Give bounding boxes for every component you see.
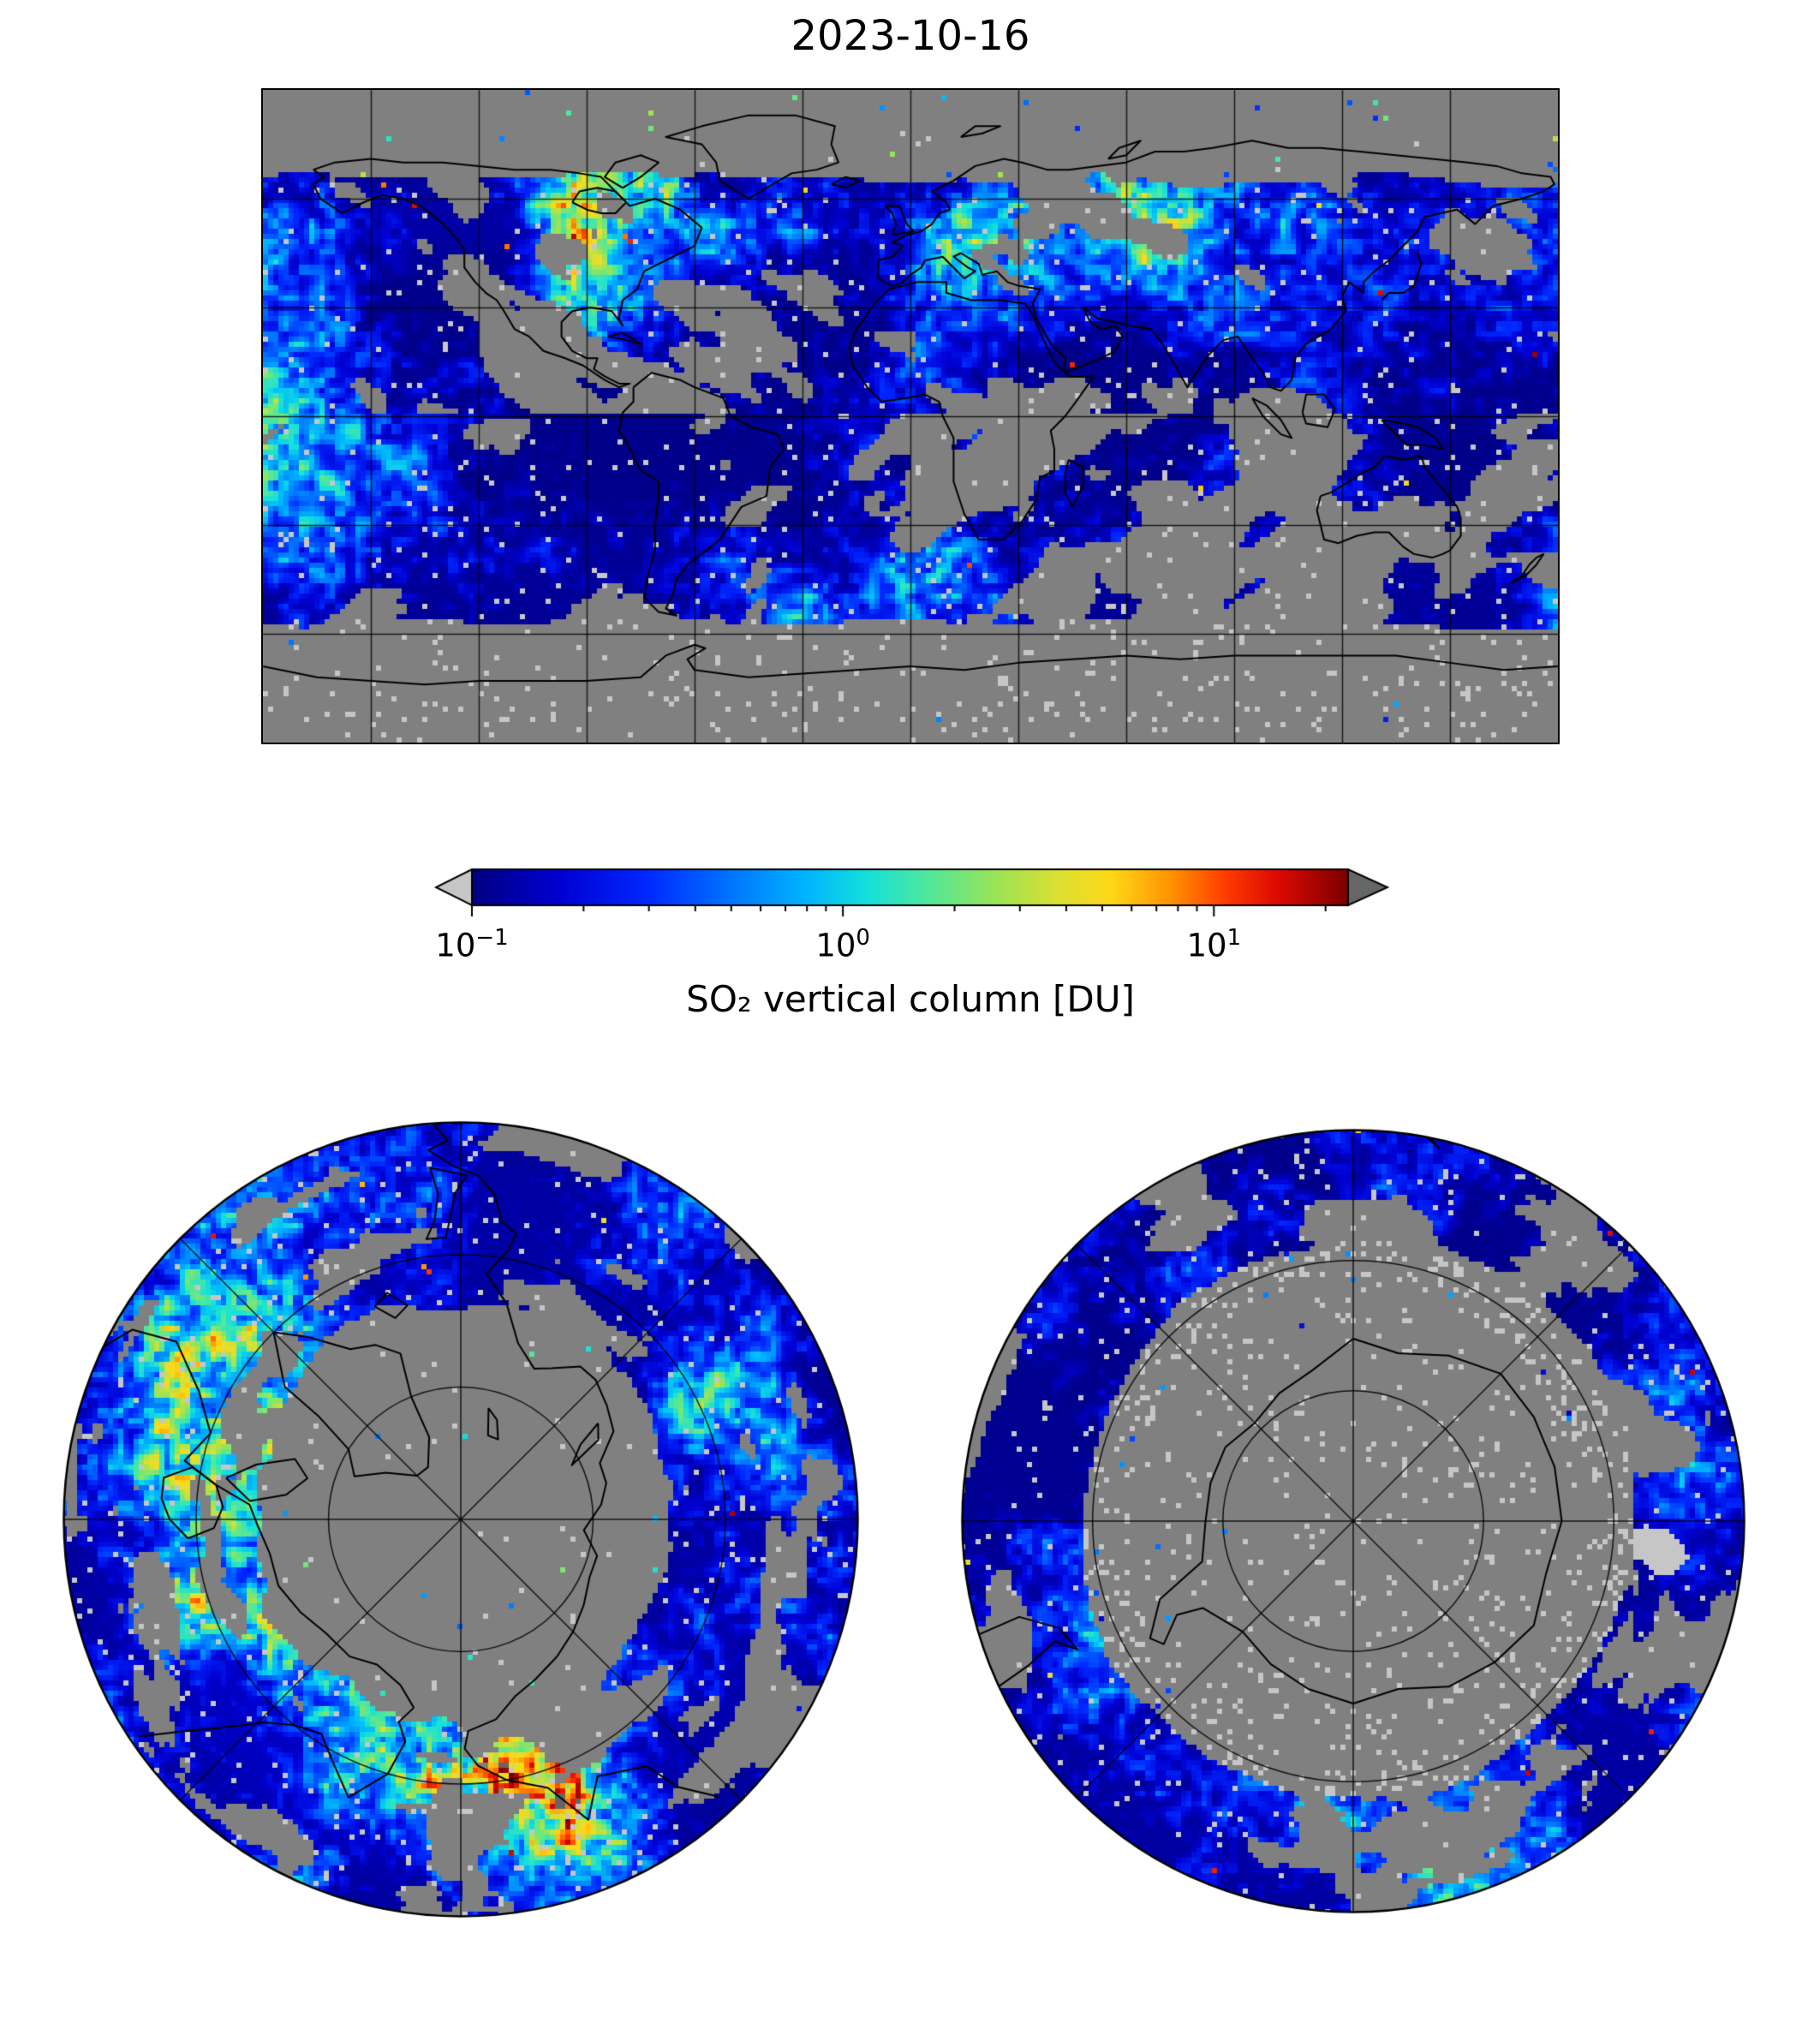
north-polar-so2-map — [62, 1120, 860, 1919]
tick-base: 10 — [815, 927, 856, 964]
colorbar — [433, 868, 1392, 922]
tick-exponent: 0 — [856, 925, 870, 951]
figure-title: 2023-10-16 — [791, 12, 1030, 60]
colorbar-label: SO₂ vertical column [DU] — [686, 978, 1135, 1020]
tick-exponent: 1 — [1226, 925, 1242, 951]
colorbar-tick-0: 10−1 — [435, 925, 508, 964]
tick-base: 10 — [1186, 927, 1227, 964]
tick-base: 10 — [435, 927, 476, 964]
south-polar-so2-map — [960, 1128, 1746, 1914]
colorbar-tick-2: 101 — [1186, 925, 1241, 964]
tick-exponent: −1 — [475, 925, 509, 951]
global-so2-map — [261, 88, 1560, 744]
colorbar-tick-1: 100 — [815, 925, 870, 964]
